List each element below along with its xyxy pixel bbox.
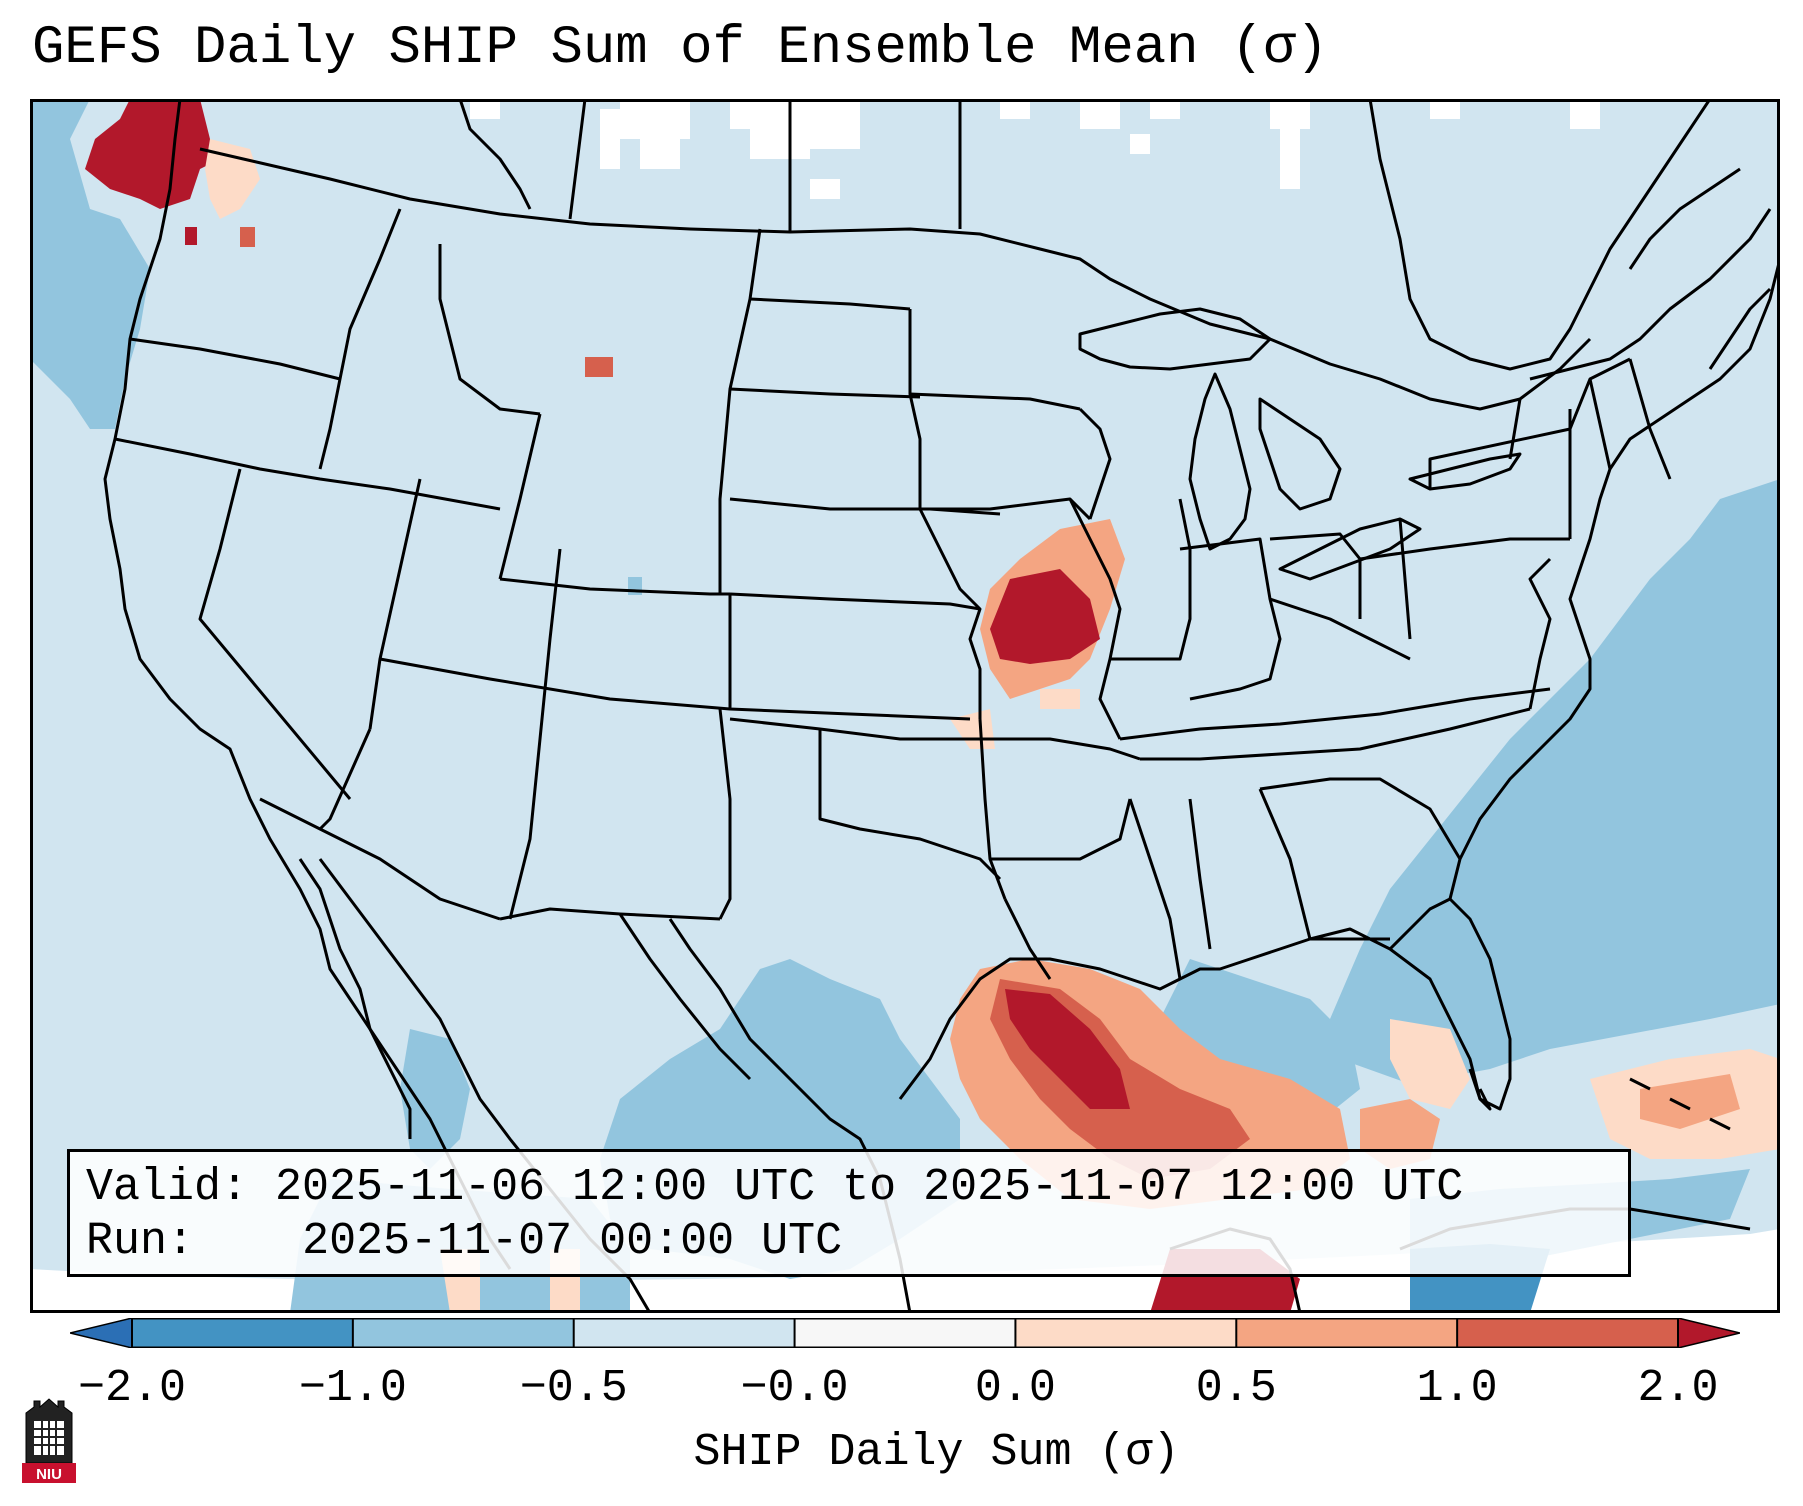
colorbar-ticks (131, 1318, 1679, 1348)
run-line: Run: 2025-11-07 00:00 UTC (86, 1215, 1612, 1269)
run-label: Run: (86, 1216, 195, 1267)
pacific-blue-region (30, 99, 150, 429)
niu-logo-text: NIU (36, 1466, 62, 1483)
bahamas-mid-region (1640, 1074, 1740, 1129)
colorbar-segment (1457, 1318, 1679, 1348)
colorbar-extend-high (1677, 1318, 1740, 1348)
colorbar-tick-label: 0.5 (1195, 1363, 1277, 1414)
colorbar-tick-label: 0.0 (974, 1363, 1056, 1414)
coastlines (103, 99, 1780, 1313)
map-panel (30, 99, 1780, 1313)
colorbar (70, 1318, 1740, 1348)
valid-label: Valid: (86, 1162, 249, 1213)
valid-run-info-box: Valid: 2025-11-06 12:00 UTC to 2025-11-0… (67, 1149, 1631, 1277)
valid-text: 2025-11-06 12:00 UTC to 2025-11-07 12:00… (275, 1162, 1464, 1213)
colorbar-segments (70, 1318, 1740, 1348)
map-canvas (30, 99, 1780, 1313)
pnw-spot-2 (185, 227, 197, 245)
colorbar-tick-label: −1.0 (298, 1363, 407, 1414)
wyoming-spot (585, 357, 613, 377)
missouri-red-region (990, 569, 1100, 664)
run-text: 2025-11-07 00:00 UTC (302, 1216, 843, 1267)
valid-line: Valid: 2025-11-06 12:00 UTC to 2025-11-0… (86, 1161, 1612, 1215)
colorbar-segment (352, 1318, 575, 1348)
canada-neutral-patches (470, 99, 1600, 199)
baja-blue-region (400, 1029, 470, 1169)
state-borders (114, 99, 1672, 1081)
colorbar-tick-label: −0.5 (519, 1363, 628, 1414)
pnw-red-region (85, 99, 220, 209)
gulf-dark-red-region (1005, 989, 1130, 1109)
colorbar-tick-label: −2.0 (77, 1363, 187, 1414)
colorbar-segment (1015, 1318, 1237, 1348)
colorbar-tick-label: 2.0 (1637, 1363, 1719, 1414)
pnw-spot (240, 227, 255, 247)
florida-east-light-region (1390, 1019, 1470, 1109)
colorbar-segment (132, 1318, 354, 1348)
colorbar-segment (794, 1318, 1016, 1348)
map-frame (30, 99, 1780, 1313)
atlantic-blue-region (1330, 479, 1780, 1084)
niu-logo: NIU (22, 1398, 76, 1483)
missouri-light-spot (1040, 689, 1080, 709)
colorbar-segment (573, 1318, 796, 1348)
colorbar-tick-label: −0.0 (740, 1363, 849, 1414)
colorbar-label: SHIP Daily Sum (σ) (693, 1427, 1180, 1478)
colorbar-extend-low (70, 1318, 133, 1348)
colorbar-tick-label: 1.0 (1416, 1363, 1498, 1414)
chart-title: GEFS Daily SHIP Sum of Ensemble Mean (σ) (32, 18, 1329, 79)
colorbar-segment (1236, 1318, 1458, 1348)
